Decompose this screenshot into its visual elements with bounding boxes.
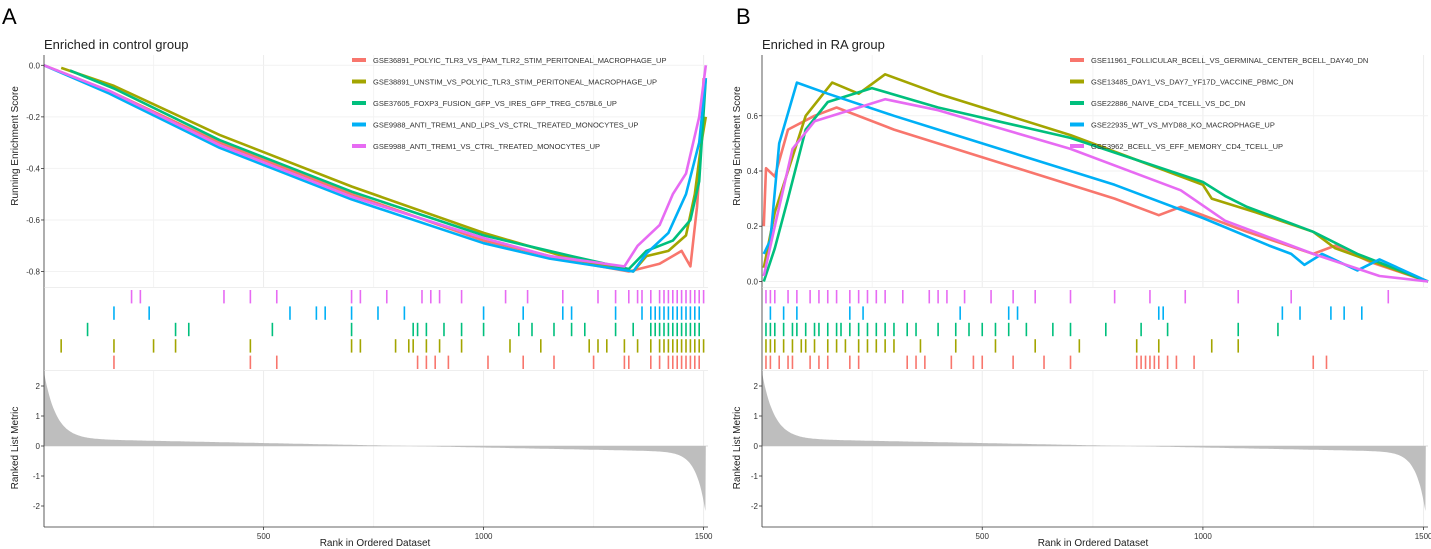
panel-b-metric-ytick-label: -2 [751, 502, 759, 511]
panel-a-xlabel: Rank in Ordered Dataset [320, 538, 431, 549]
panel-a-metric-ylabel: Ranked List Metric [10, 407, 21, 490]
panel-b-es-line-4 [762, 81, 1429, 283]
panel-a-title: Enriched in control group [44, 37, 189, 52]
panel-a: A Enriched in control group 0.0 -0.2 -0.4 -… [2, 4, 713, 549]
panel-b-legend-label: GSE13485_DAY1_VS_DAY7_YF17D_VACCINE_PBMC… [1091, 78, 1294, 87]
panel-b-es-ytick-label: 0.2 [747, 222, 759, 231]
panel-a-es-ytick-label: -0.2 [26, 113, 40, 122]
panel-b-metric-ytick-label: 1 [754, 412, 759, 421]
panel-a-xtick-label: 1500 [695, 532, 713, 541]
panel-b-metric-ytick-label: 0 [754, 442, 759, 451]
panel-b-xlabel: Rank in Ordered Dataset [1038, 538, 1149, 549]
panel-b-es-line-5 [762, 97, 1429, 283]
panel-b-letter: B [736, 4, 751, 29]
panel-b-metric-area [762, 372, 1426, 512]
panel-a-metric-ytick-label: -2 [33, 502, 41, 511]
panel-b-xtick-label: 1500 [1415, 532, 1431, 541]
panel-a-legend-label: GSE37605_FOXP3_FUSION_GFP_VS_IRES_GFP_TR… [373, 99, 617, 108]
panel-b-es-line-3 [762, 86, 1429, 283]
panel-b-legend-swatch [1070, 144, 1084, 148]
panel-a-es-ytick-label: 0.0 [29, 61, 41, 70]
panel-a-legend-swatch [352, 79, 366, 84]
panel-a-xtick-label: 500 [257, 532, 271, 541]
panel-a-legend-label: GSE38891_UNSTIM_VS_POLYIC_TLR3_STIM_PERI… [373, 78, 657, 87]
panel-b-es-ytick-label: 0.6 [747, 112, 759, 121]
panel-b-legend-label: GSE22886_NAIVE_CD4_TCELL_VS_DC_DN [1091, 99, 1245, 108]
panel-b-legend-swatch [1070, 58, 1084, 62]
panel-a-metric-ytick-label: 2 [36, 382, 41, 391]
panel-a-legend-label: GSE36891_POLYIC_TLR3_VS_PAM_TLR2_STIM_PE… [373, 56, 666, 65]
panel-a-xtick-label: 1000 [475, 532, 493, 541]
panel-a-metric-ytick-label: 0 [36, 442, 41, 451]
panel-a-metric-ytick-label: 1 [36, 412, 41, 421]
panel-a-letter: A [2, 4, 17, 29]
panel-b-legend-swatch [1070, 122, 1084, 127]
panel-a-es-ytick-label: -0.4 [26, 164, 40, 173]
panel-b-legend-label: GSE3962_BCELL_VS_EFF_MEMORY_CD4_TCELL_UP [1091, 142, 1283, 151]
panel-a-legend-swatch [352, 122, 366, 127]
panel-a-metric-area [44, 372, 706, 512]
panel-b-plot: 0.0 0.2 0.4 0.6 2 1 0 -1 -2 500 1000 1500 GSE11961_F… [747, 55, 1431, 541]
panel-b-title: Enriched in RA group [762, 37, 885, 52]
panel-b-legend-label: GSE11961_FOLLICULAR_BCELL_VS_GERMINAL_CE… [1091, 56, 1368, 65]
panel-a-es-ytick-label: -0.6 [26, 216, 40, 225]
panel-b-es-line-1 [762, 106, 1429, 283]
panel-b: B Enriched in RA group 0.0 0.2 0.4 0.6 2 1 0 -1… [732, 4, 1431, 549]
panel-b-xtick-label: 1000 [1194, 532, 1212, 541]
panel-b-metric-ytick-label: 2 [754, 382, 759, 391]
panel-a-es-ytick-label: -0.8 [26, 268, 40, 277]
panel-b-metric-ytick-label: -1 [751, 472, 759, 481]
panel-a-legend-label: GSE9988_ANTI_TREM1_AND_LPS_VS_CTRL_TREAT… [373, 121, 638, 130]
panel-b-es-ytick-label: 0.0 [747, 277, 759, 286]
panel-a-legend-swatch [352, 144, 366, 148]
panel-a-legend-label: GSE9988_ANTI_TREM1_VS_CTRL_TREATED_MONOC… [373, 142, 600, 151]
panel-b-legend-label: GSE22935_WT_VS_MYD88_KO_MACROPHAGE_UP [1091, 121, 1275, 130]
panel-b-es-ytick-label: 0.4 [747, 167, 759, 176]
panel-a-es-line-3 [69, 69, 708, 271]
panel-a-plot: 0.0 -0.2 -0.4 -0.6 -0.8 2 1 0 -1 -2 500 1000 1500 GSE… [26, 55, 713, 541]
panel-a-es-line-5 [43, 64, 708, 268]
panel-b-legend-swatch [1070, 79, 1084, 84]
panel-a-es-ylabel: Running Enrichment Score [10, 86, 21, 206]
panel-a-metric-ytick-label: -1 [33, 472, 41, 481]
panel-a-legend-swatch [352, 58, 366, 62]
panel-b-legend-swatch [1070, 101, 1084, 105]
panel-b-es-ylabel: Running Enrichment Score [732, 86, 743, 206]
panel-b-xtick-label: 500 [976, 532, 990, 541]
panel-a-es-line-4 [43, 64, 708, 273]
panel-b-metric-ylabel: Ranked List Metric [732, 407, 743, 490]
panel-a-legend-swatch [352, 101, 366, 105]
